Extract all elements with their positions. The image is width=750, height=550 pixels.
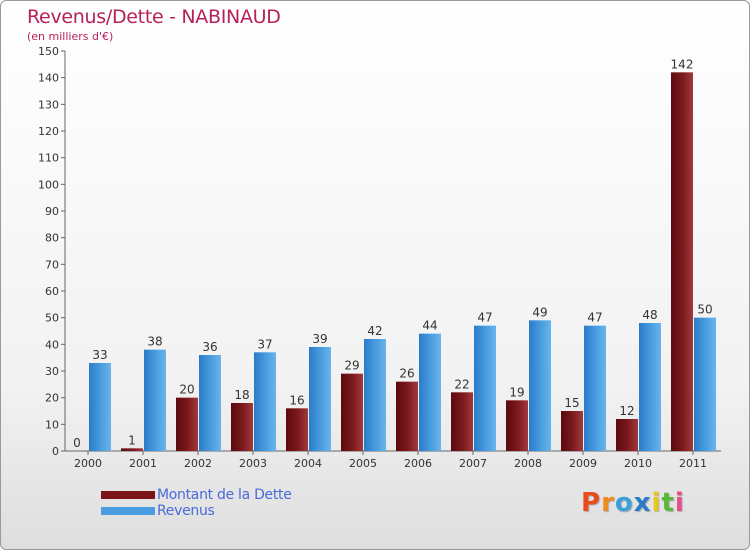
logo-letter: o xyxy=(614,488,634,518)
bar-revenus xyxy=(474,325,496,451)
data-label: 48 xyxy=(642,308,657,322)
data-label: 47 xyxy=(587,311,602,325)
data-label: 50 xyxy=(697,303,712,317)
bar-revenus xyxy=(254,352,276,451)
x-tick-label: 2011 xyxy=(679,457,707,470)
data-label: 42 xyxy=(367,324,382,338)
data-label: 37 xyxy=(257,337,272,351)
data-label: 44 xyxy=(422,319,437,333)
logo-letter: r xyxy=(601,488,615,518)
bar-revenus xyxy=(364,339,386,451)
data-label: 29 xyxy=(344,359,359,373)
legend-label-debt: Montant de la Dette xyxy=(157,487,292,503)
x-tick-label: 2004 xyxy=(294,457,322,470)
y-tick-label: 60 xyxy=(45,285,59,298)
bar-dette xyxy=(231,403,253,451)
x-tick-label: 2005 xyxy=(349,457,377,470)
x-tick-label: 2000 xyxy=(74,457,102,470)
bar-dette xyxy=(616,419,638,451)
y-tick-label: 40 xyxy=(45,338,59,351)
data-label: 22 xyxy=(454,377,469,391)
legend-item-revenus: Revenus xyxy=(101,503,292,519)
logo-letter: i xyxy=(674,488,685,518)
y-tick-label: 30 xyxy=(45,365,59,378)
x-tick-label: 2006 xyxy=(404,457,432,470)
bar-dette xyxy=(176,397,198,451)
y-tick-label: 70 xyxy=(45,258,59,271)
bar-dette xyxy=(341,373,363,451)
y-tick-label: 130 xyxy=(38,98,59,111)
bar-revenus xyxy=(639,323,661,451)
chart-title: Revenus/Dette - NABINAUD xyxy=(27,6,281,28)
logo-letter: x xyxy=(633,488,652,518)
y-tick-label: 50 xyxy=(45,312,59,325)
bar-dette xyxy=(671,72,693,451)
bar-revenus xyxy=(199,355,221,451)
bar-revenus xyxy=(694,317,716,451)
x-tick-label: 2002 xyxy=(184,457,212,470)
data-label: 1 xyxy=(128,433,136,447)
proxiti-logo: Proxiti xyxy=(581,488,685,518)
bars xyxy=(89,72,716,451)
y-tick-label: 20 xyxy=(45,392,59,405)
x-tick-label: 2009 xyxy=(569,457,597,470)
data-label: 15 xyxy=(564,396,579,410)
data-label: 12 xyxy=(619,404,634,418)
y-tick-label: 0 xyxy=(52,445,59,458)
y-tick-label: 10 xyxy=(45,418,59,431)
data-label: 26 xyxy=(399,367,414,381)
data-label: 38 xyxy=(147,335,162,349)
y-tick-label: 140 xyxy=(38,72,59,85)
legend-swatch-debt xyxy=(101,491,155,499)
bar-dette xyxy=(561,411,583,451)
data-label: 47 xyxy=(477,311,492,325)
bar-revenus xyxy=(529,320,551,451)
bar-revenus xyxy=(309,347,331,451)
data-label: 49 xyxy=(532,305,547,319)
chart-subtitle: (en milliers d'€) xyxy=(27,30,114,43)
legend-swatch-revenus xyxy=(101,507,155,515)
logo-letter: i xyxy=(651,488,662,518)
y-tick-label: 110 xyxy=(38,152,59,165)
data-label: 0 xyxy=(73,436,81,450)
bar-revenus xyxy=(584,325,606,451)
y-tick-label: 80 xyxy=(45,232,59,245)
x-tick-label: 2008 xyxy=(514,457,542,470)
bar-revenus xyxy=(419,333,441,451)
bar-dette xyxy=(451,392,473,451)
data-label: 142 xyxy=(671,57,694,71)
data-label: 39 xyxy=(312,332,327,346)
data-label: 20 xyxy=(179,383,194,397)
bar-dette xyxy=(506,400,528,451)
y-tick-label: 100 xyxy=(38,178,59,191)
bar-revenus xyxy=(144,349,166,451)
logo-letter: t xyxy=(661,488,675,518)
y-tick-label: 120 xyxy=(38,125,59,138)
y-tick-label: 150 xyxy=(38,45,59,58)
bar-dette xyxy=(121,448,143,451)
x-tick-label: 2010 xyxy=(624,457,652,470)
legend: Montant de la Dette Revenus xyxy=(101,487,292,519)
axes: 0102030405060708090100110120130140150200… xyxy=(38,45,721,470)
data-labels: 0 33 1 38 20 36 18 37 16 39 29 42 26 44 22 47 19 49 15 47 12… xyxy=(73,57,712,450)
y-tick-label: 90 xyxy=(45,205,59,218)
data-label: 19 xyxy=(509,385,524,399)
legend-item-debt: Montant de la Dette xyxy=(101,487,292,503)
bar-dette xyxy=(286,408,308,451)
data-label: 16 xyxy=(289,393,304,407)
bar-revenus xyxy=(89,363,111,451)
x-tick-label: 2007 xyxy=(459,457,487,470)
x-tick-label: 2001 xyxy=(129,457,157,470)
bar-dette xyxy=(396,381,418,451)
x-tick-label: 2003 xyxy=(239,457,267,470)
legend-label-revenus: Revenus xyxy=(157,503,215,519)
data-label: 18 xyxy=(234,388,249,402)
data-label: 33 xyxy=(92,348,107,362)
data-label: 36 xyxy=(202,340,217,354)
logo-letter: P xyxy=(581,488,602,518)
